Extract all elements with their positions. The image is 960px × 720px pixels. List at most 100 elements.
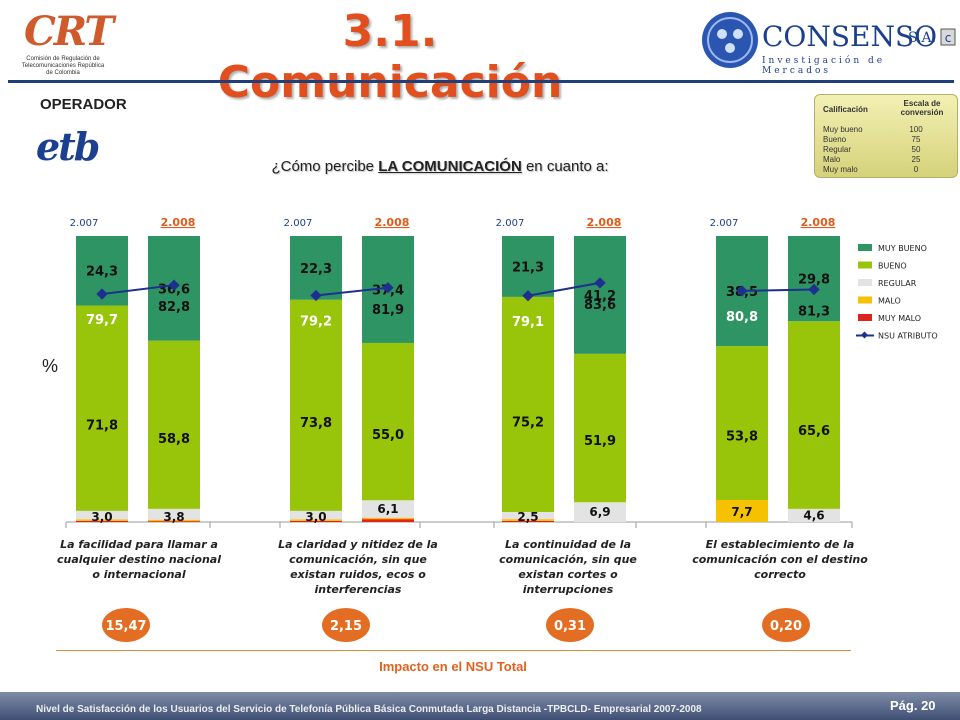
- legend-swatch: [858, 279, 872, 286]
- scale-header-conversion: Escala de conversión: [900, 99, 944, 117]
- data-label-bueno: 51,9: [584, 434, 616, 449]
- bar-segment-muy-malo: [290, 520, 342, 522]
- data-label-bueno: 53,8: [726, 429, 758, 444]
- bar-segment-regular: [76, 510, 128, 520]
- data-label-muy-bueno: 21,3: [512, 260, 544, 275]
- legend-entry: REGULAR: [878, 279, 917, 288]
- data-label-muy-bueno: 24,3: [86, 265, 118, 280]
- nsu-point: [808, 283, 820, 296]
- legend-entry: MUY BUENO: [878, 244, 927, 253]
- data-label-nsu: 80,8: [726, 310, 758, 325]
- x-tick-year-label: 2.008: [375, 216, 410, 229]
- data-label-bueno: 75,2: [512, 416, 544, 431]
- scale-row-value: 50: [911, 145, 921, 154]
- consenso-badge-icon: c: [940, 28, 956, 46]
- scale-row-name: Muy bueno: [823, 125, 863, 134]
- scale-row-name: Bueno: [823, 135, 847, 144]
- crt-logo: CRT Comisión de Regulación de Telecomuni…: [20, 8, 114, 86]
- category-label: El establecimiento de la: [706, 538, 855, 551]
- etb-logo: etb: [36, 124, 100, 169]
- scale-row-value: 25: [911, 155, 921, 164]
- y-unit-label: %: [42, 356, 59, 376]
- bar-segment-malo: [716, 499, 768, 522]
- impact-divider: [56, 650, 851, 651]
- legend-swatch-marker: [860, 331, 869, 339]
- data-label-nsu: 83,6: [584, 298, 616, 313]
- scale-row-name: Muy malo: [823, 165, 858, 174]
- stacked-bar-chart: 24,371,83,079,72.00736,658,83,882,82.008…: [57, 216, 938, 642]
- category-label: existan ruidos, ecos o: [290, 568, 426, 581]
- bar-segment-malo: [502, 519, 554, 521]
- scale-row-name: Regular: [823, 145, 852, 154]
- bar-segment-regular: [290, 510, 342, 520]
- legend-entry: NSU ATRIBUTO: [878, 332, 938, 341]
- bar-segment-regular: [788, 508, 840, 522]
- x-tick-year-label: 2.007: [710, 218, 739, 229]
- bar-segment-bueno: [502, 296, 554, 512]
- header-divider: [8, 80, 954, 83]
- legend-entry: MUY MALO: [878, 314, 921, 323]
- data-label-regular: 2,5: [517, 510, 538, 524]
- nsu-line: [315, 286, 389, 297]
- nsu-point: [310, 289, 322, 302]
- category-label: interrupciones: [523, 583, 614, 596]
- data-label-nsu: 81,3: [798, 304, 830, 319]
- category-label: La facilidad para llamar a: [60, 538, 218, 551]
- impact-value: 0,31: [554, 619, 586, 634]
- x-tick-year-label: 2.008: [587, 216, 622, 229]
- bar-segment-bueno: [788, 321, 840, 509]
- question-suffix: en cuanto a:: [521, 158, 609, 175]
- category-label: comunicación, sin que: [499, 553, 637, 566]
- bar-segment-bueno: [716, 346, 768, 500]
- category-label: interferencias: [315, 583, 402, 596]
- bar-segment-bueno: [148, 340, 200, 509]
- bar-segment-bueno: [76, 305, 128, 511]
- scale-row: Bueno 75: [823, 135, 947, 145]
- data-label-nsu: 81,9: [372, 303, 404, 318]
- crt-logo-mark: CRT: [24, 8, 114, 55]
- impact-bubble: [102, 608, 150, 642]
- question-prefix: ¿Cómo percibe: [271, 158, 379, 175]
- category-label: correcto: [754, 568, 806, 581]
- consenso-logo: CONSENSO S.A. Investigación de Mercados …: [700, 6, 958, 76]
- scale-row: Muy malo 0: [823, 165, 947, 175]
- data-label-nsu: 79,7: [86, 313, 118, 328]
- consenso-sa: S.A.: [908, 30, 937, 46]
- impact-value: 2,15: [330, 619, 362, 634]
- crt-logo-subtitle: Comisión de Regulación de Telecomunicaci…: [21, 56, 105, 76]
- bar-segment-muy-bueno: [290, 236, 342, 300]
- scale-row-value: 0: [913, 165, 919, 174]
- footer-text: Nivel de Satisfacción de los Usuarios de…: [36, 704, 702, 715]
- data-label-regular: 6,1: [377, 502, 398, 516]
- consenso-globe-icon: [702, 12, 758, 68]
- data-label-bueno: 73,8: [300, 416, 332, 431]
- x-tick-year-label: 2.007: [284, 218, 313, 229]
- bar-segment-malo: [362, 517, 414, 520]
- impact-value: 15,47: [105, 619, 146, 634]
- data-label-regular: 4,6: [803, 508, 824, 522]
- data-label-regular: 3,8: [163, 510, 184, 524]
- scale-row: Regular 50: [823, 145, 947, 155]
- category-label: La continuidad de la: [505, 538, 631, 551]
- nsu-point: [522, 290, 534, 302]
- bar-segment-muy-bueno: [788, 236, 840, 322]
- consenso-name: CONSENSO: [762, 20, 938, 53]
- svg-text:c: c: [945, 31, 952, 45]
- nsu-line: [741, 288, 815, 292]
- legend-swatch: [858, 314, 872, 321]
- scale-row-name: Malo: [823, 155, 841, 164]
- scale-header-rating: Calificación: [823, 105, 868, 114]
- bar-segment-regular: [362, 500, 414, 518]
- bar-segment-muy-malo: [148, 521, 200, 522]
- operator-label: OPERADOR: [40, 96, 127, 113]
- bar-segment-regular: [148, 508, 200, 520]
- x-tick-year-label: 2.008: [161, 216, 196, 229]
- nsu-line: [527, 281, 601, 297]
- data-label-muy-bueno: 22,3: [300, 262, 332, 277]
- nsu-point: [382, 282, 394, 294]
- data-label-regular: 3,0: [91, 510, 112, 524]
- data-label-bueno: 58,8: [158, 432, 190, 447]
- nsu-point: [168, 279, 180, 291]
- conversion-scale-table: Calificación Escala de conversión Muy bu…: [814, 94, 958, 178]
- data-label-nsu: 79,1: [512, 315, 544, 330]
